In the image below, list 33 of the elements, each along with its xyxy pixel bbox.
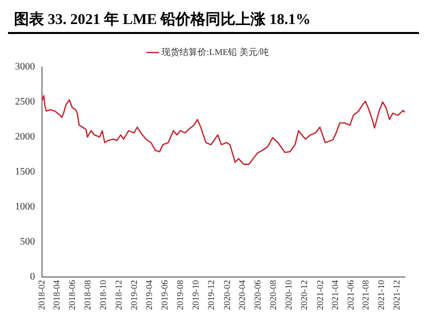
x-tick-label: 2018-08: [82, 280, 92, 310]
x-tick-label: 2021-06: [345, 280, 356, 310]
y-tick-label: 500: [20, 236, 35, 248]
x-tick-label: 2020-06: [252, 280, 263, 310]
x-tick-label: 2019-08: [175, 280, 186, 310]
chart-title: 图表 33. 2021 年 LME 铅价格同比上涨 18.1%: [8, 8, 419, 34]
x-tick-label: 2021-02: [314, 280, 325, 310]
y-tick-label: 1000: [15, 202, 35, 213]
y-tick-label: 2000: [15, 132, 35, 143]
x-tick-label: 2019-10: [190, 280, 201, 310]
y-tick-label: 3000: [15, 62, 35, 73]
x-tick-label: 2021-10: [376, 280, 386, 310]
y-tick-label: 1500: [15, 166, 35, 178]
y-tick-label: 0: [30, 272, 35, 283]
x-tick-label: 2021-04: [330, 280, 340, 310]
x-tick-label: 2020-04: [237, 280, 248, 310]
x-tick-label: 2019-04: [144, 280, 154, 310]
x-tick-label: 2019-02: [129, 280, 140, 310]
x-tick-label: 2018-04: [51, 280, 62, 310]
x-tick-label: 2021-08: [360, 280, 371, 310]
x-tick-label: 2018-06: [66, 280, 77, 310]
x-tick-label: 2020-02: [222, 280, 232, 310]
y-tick-label: 2500: [15, 96, 35, 108]
x-tick-label: 2018-12: [113, 280, 124, 310]
x-tick-label: 2018-10: [98, 280, 108, 310]
x-tick-label: 2018-02: [36, 280, 46, 310]
x-tick-label: 2020-12: [299, 280, 310, 310]
x-tick-label: 2021-12: [392, 280, 402, 310]
x-tick-label: 2019-06: [160, 280, 170, 310]
legend-label: 现货结算价:LME铅 美元/吨: [162, 46, 269, 57]
x-tick-label: 2020-10: [284, 280, 294, 310]
x-tick-label: 2020-08: [268, 280, 278, 310]
x-tick-label: 2019-12: [206, 280, 216, 310]
